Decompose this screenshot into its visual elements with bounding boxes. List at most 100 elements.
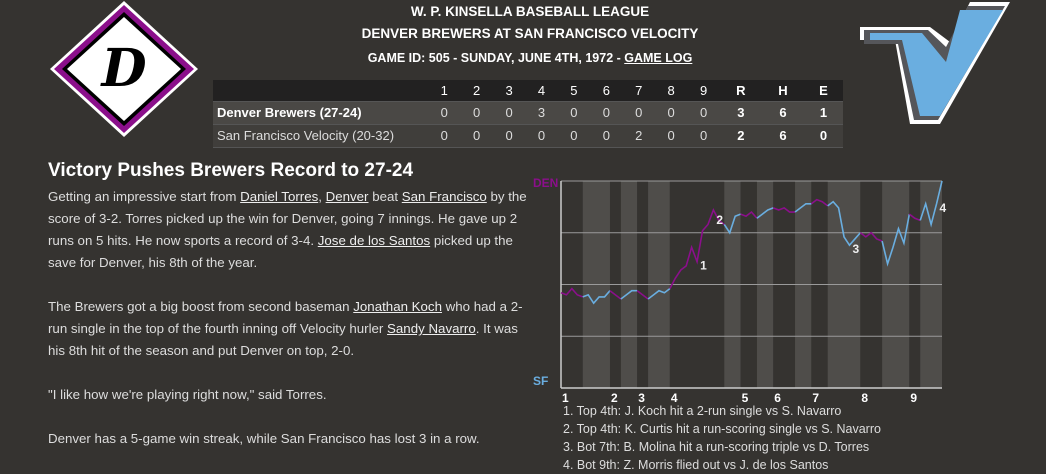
chart-note-2: 2. Top 4th: K. Curtis hit a run-scoring …	[563, 422, 881, 436]
logo-letter: D	[99, 38, 146, 99]
win-probability-line	[881, 213, 911, 267]
team-name: San Francisco Velocity (20-32)	[213, 123, 428, 148]
linescore-header-H: H	[761, 80, 804, 101]
team-name: Denver Brewers (27-24)	[213, 100, 428, 124]
inning-label: 2	[611, 391, 618, 405]
linescore-header-8: 8	[654, 80, 688, 101]
inning-1-runs: 0	[428, 123, 461, 148]
inning-label: 5	[742, 391, 749, 405]
runs: 2	[719, 123, 762, 148]
inning-label: 9	[910, 391, 917, 405]
story-paragraph-2: The Brewers got a big boost from second …	[48, 296, 528, 362]
inning-9-runs: 0	[687, 123, 720, 148]
inning-label: 1	[562, 391, 569, 405]
chart-note-4: 4. Bot 9th: Z. Morris flied out vs J. de…	[563, 458, 829, 472]
text: beat	[368, 189, 402, 204]
inning-label: 3	[638, 391, 645, 405]
story-paragraph-1: Getting an impressive start from Daniel …	[48, 186, 528, 274]
velocity-logo	[860, 2, 1010, 127]
player-link-jonathan-koch[interactable]: Jonathan Koch	[353, 299, 442, 314]
inning-6-runs: 0	[590, 100, 623, 124]
inning-8-runs: 0	[654, 100, 688, 124]
win-probability-line	[723, 213, 741, 235]
inning-1-runs: 0	[428, 100, 461, 124]
win-probability-chart: DEN SF 1 2 3 4 5 6 7 8 9 1 2 3 4	[533, 176, 947, 405]
linescore-header-R: R	[719, 80, 762, 101]
win-probability-line	[794, 202, 812, 213]
game-info: GAME ID: 505 - SUNDAY, JUNE 4TH, 1972 - …	[300, 51, 760, 65]
win-probability-line	[560, 287, 584, 298]
linescore-header-7: 7	[622, 80, 655, 101]
sf-label: SF	[533, 374, 548, 388]
linescore-header-4: 4	[525, 80, 558, 101]
inning-label: 8	[861, 391, 868, 405]
story-quote: "I like how we're playing right now," sa…	[48, 387, 327, 402]
errors: 0	[803, 123, 843, 148]
game-story: Victory Pushes Brewers Record to 27-24 G…	[48, 160, 528, 472]
win-probability-line	[636, 290, 649, 300]
game-log-link[interactable]: GAME LOG	[624, 51, 693, 65]
event-marker: 2	[716, 213, 723, 227]
text: . It was his 8th hit of the season and p…	[48, 321, 518, 358]
player-link-sandy-navarro[interactable]: Sandy Navarro	[387, 321, 476, 336]
runs: 3	[719, 100, 762, 124]
text: picked up the save for Denver, his 8th o…	[48, 233, 513, 270]
linescore-header-6: 6	[590, 80, 623, 101]
player-link-daniel-torres[interactable]: Daniel Torres	[240, 189, 319, 204]
matchup-title: DENVER BREWERS AT SAN FRANCISCO VELOCITY	[361, 26, 699, 41]
win-probability-line	[740, 210, 758, 219]
inning-label: 4	[671, 391, 678, 405]
win-probability-line	[582, 290, 611, 305]
win-probability-line	[620, 289, 638, 300]
linescore-header-9: 9	[687, 80, 720, 101]
inning-3-runs: 0	[492, 100, 526, 124]
inning-4-runs: 0	[525, 123, 558, 148]
team-link-denver[interactable]: Denver	[325, 189, 369, 204]
team-link-san-francisco[interactable]: San Francisco	[401, 189, 487, 204]
text: by the score of 3-2. Torres picked up th…	[48, 189, 527, 248]
inning-label: 7	[812, 391, 819, 405]
inning-label: 6	[774, 391, 781, 405]
linescore-row-home: San Francisco Velocity (20-32) 0 0 0 0 0 0 2 0 0 2…	[213, 123, 843, 148]
hits: 6	[761, 100, 804, 124]
win-probability-line	[859, 231, 883, 242]
inning-9-runs: 0	[687, 100, 720, 124]
denver-logo: D	[48, 0, 200, 140]
player-link-jose-de-los-santos[interactable]: Jose de los Santos	[317, 233, 431, 248]
event-marker: 4	[940, 201, 947, 215]
inning-2-runs: 0	[460, 123, 493, 148]
inning-3-runs: 0	[492, 123, 526, 148]
linescore-row-away: Denver Brewers (27-24) 0 0 0 3 0 0 0 0 0 3 6 1	[213, 100, 843, 124]
win-probability-line	[647, 288, 671, 300]
inning-7-runs: 2	[622, 123, 655, 148]
inning-7-runs: 0	[622, 100, 655, 124]
chart-note-1: 1. Top 4th: J. Koch hit a 2-run single v…	[563, 404, 842, 418]
text: who had a 2-run single in the top of the…	[48, 299, 523, 336]
text: Getting an impressive start from	[48, 189, 241, 204]
inning-5-runs: 0	[557, 123, 591, 148]
errors: 1	[803, 100, 843, 124]
linescore-header-5: 5	[557, 80, 591, 101]
event-marker: 3	[852, 242, 859, 256]
game-id-date: GAME ID: 505 - SUNDAY, JUNE 4TH, 1972 -	[367, 51, 625, 65]
story-streaks: Denver has a 5-game win streak, while Sa…	[48, 431, 480, 446]
linescore-header-2: 2	[460, 80, 493, 101]
win-probability-line	[810, 198, 829, 207]
text: The Brewers got a big boost from second …	[48, 299, 354, 314]
hits: 6	[761, 123, 804, 148]
win-probability-line	[772, 207, 796, 213]
text: ,	[318, 189, 326, 204]
linescore-header-team	[213, 80, 428, 101]
win-probability-line	[669, 208, 725, 290]
story-headline: Victory Pushes Brewers Record to 27-24	[48, 160, 414, 181]
inning-8-runs: 0	[654, 123, 688, 148]
linescore-header-3: 3	[492, 80, 526, 101]
linescore-header-1: 1	[428, 80, 461, 101]
league-title: W. P. KINSELLA BASEBALL LEAGUE	[410, 4, 650, 19]
event-marker: 1	[700, 259, 707, 273]
inning-5-runs: 0	[557, 100, 591, 124]
inning-2-runs: 0	[460, 100, 493, 124]
win-probability-line	[908, 213, 921, 222]
win-probability-line	[609, 290, 622, 300]
win-probability-line	[919, 180, 943, 228]
